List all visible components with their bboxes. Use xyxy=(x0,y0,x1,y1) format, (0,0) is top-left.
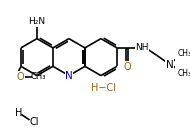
Text: H−Cl: H−Cl xyxy=(91,83,116,93)
Text: CH₃: CH₃ xyxy=(177,69,190,78)
Text: CH₃: CH₃ xyxy=(31,72,46,81)
Text: N: N xyxy=(65,71,73,81)
Text: O: O xyxy=(16,72,24,82)
Text: N: N xyxy=(166,59,173,70)
Text: NH: NH xyxy=(135,43,149,52)
Text: Cl: Cl xyxy=(29,117,39,127)
Text: O: O xyxy=(123,62,131,72)
Text: H₂N: H₂N xyxy=(28,17,46,26)
Text: H: H xyxy=(15,108,22,118)
Text: CH₃: CH₃ xyxy=(177,49,190,58)
